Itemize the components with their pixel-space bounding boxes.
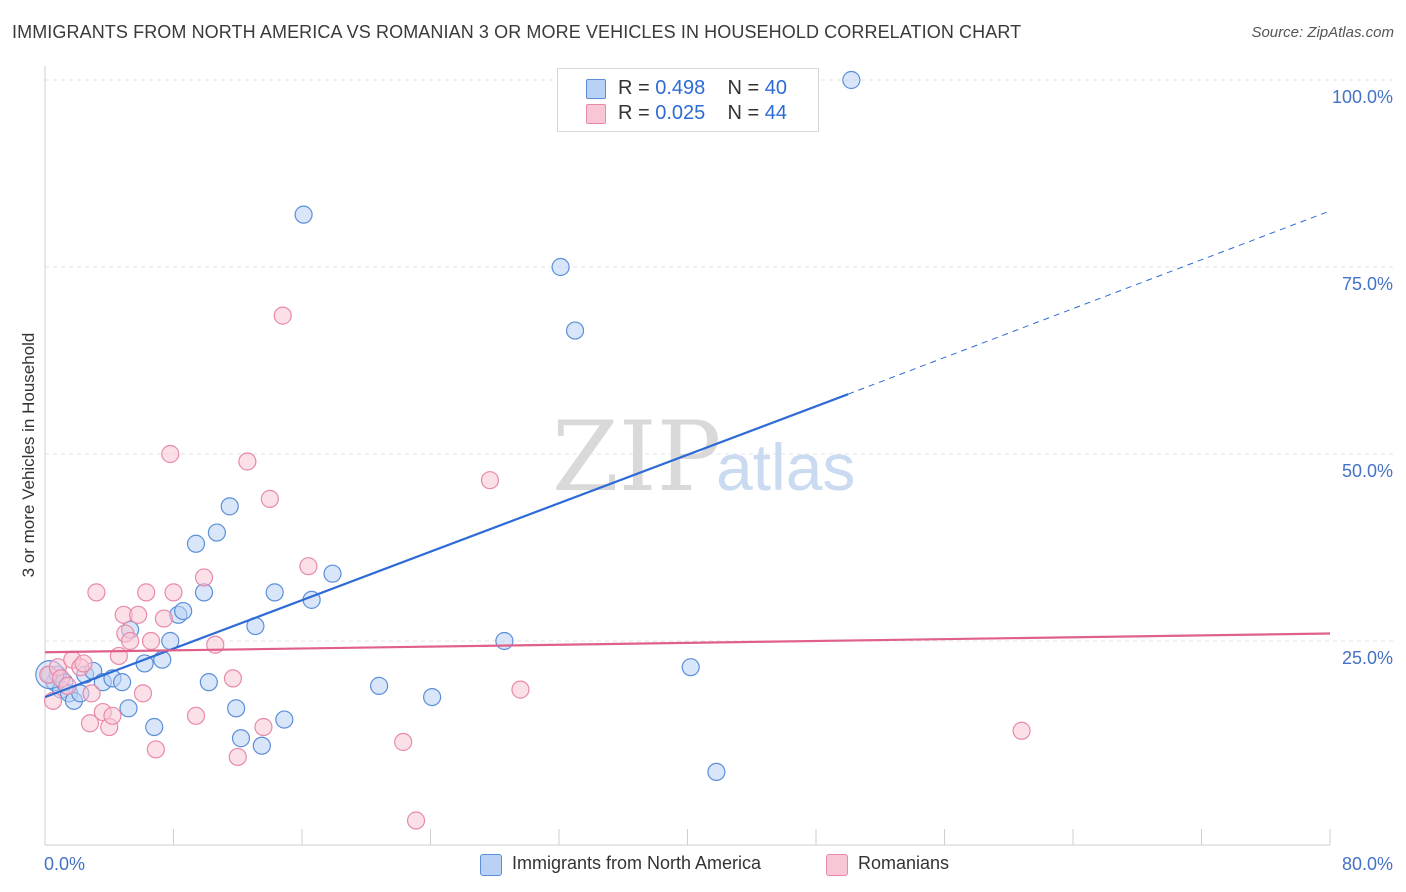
- data-point: [511, 680, 530, 699]
- data-point: [119, 699, 138, 718]
- legend-label-immigrants: Immigrants from North America: [512, 853, 762, 873]
- x-tick-label-max: 80.0%: [1342, 854, 1393, 874]
- legend-n-label: N =: [727, 102, 765, 124]
- y-tick-label: 100.0%: [1332, 87, 1393, 107]
- legend-label-romanians: Romanians: [858, 853, 950, 873]
- data-point: [323, 564, 342, 583]
- data-point: [161, 444, 180, 464]
- legend-n-value: 44: [764, 102, 788, 124]
- x-tick-label-min: 0.0%: [44, 854, 85, 874]
- data-point: [495, 631, 514, 651]
- data-point: [681, 658, 700, 677]
- data-point: [480, 471, 500, 490]
- chart-title: IMMIGRANTS FROM NORTH AMERICA VS ROMANIA…: [12, 22, 1022, 42]
- data-point: [137, 583, 156, 602]
- data-point: [406, 811, 426, 830]
- data-point: [141, 631, 161, 651]
- grid-lines: [45, 79, 1395, 642]
- data-point: [145, 717, 164, 737]
- data-point: [842, 70, 861, 90]
- legend-r-value: 0.498: [655, 77, 706, 99]
- data-point: [129, 605, 148, 624]
- source-label[interactable]: Source: ZipAtlas.com: [1251, 24, 1394, 41]
- data-point: [223, 669, 243, 688]
- data-point: [551, 257, 570, 277]
- data-point: [207, 523, 226, 542]
- data-point: [121, 631, 140, 651]
- data-point: [231, 729, 251, 748]
- y-tick-label: 25.0%: [1342, 648, 1393, 668]
- data-point: [394, 732, 413, 752]
- data-point: [103, 706, 122, 725]
- correlation-legend: R = 0.498 N = 40 R = 0.025 N = 44: [557, 68, 819, 132]
- data-point: [252, 736, 271, 755]
- y-tick-labels: 25.0% 50.0% 75.0% 100.0%: [1332, 87, 1393, 668]
- trend-line-immigrants: [44, 393, 849, 699]
- data-point: [254, 717, 273, 737]
- legend-swatch-immigrants: [480, 854, 502, 876]
- legend-r-label: R =: [618, 77, 656, 99]
- legend-n-label: N =: [727, 77, 765, 99]
- legend-r-value: 0.025: [655, 102, 706, 124]
- data-point: [265, 583, 284, 602]
- legend-swatch-immigrants: [586, 79, 606, 99]
- data-point: [112, 673, 132, 692]
- data-point: [80, 714, 100, 733]
- legend-swatch-romanians: [586, 104, 606, 124]
- data-point: [228, 747, 247, 767]
- data-point: [238, 452, 257, 471]
- watermark-atlas: atlas: [716, 430, 855, 504]
- trend-line-romanians: [44, 632, 1331, 654]
- data-point: [1012, 721, 1031, 740]
- legend-r-label: R =: [618, 102, 656, 124]
- series-romanians-points: [39, 306, 1031, 830]
- y-axis-label: 3 or more Vehicles in Household: [19, 333, 38, 578]
- data-point: [154, 609, 173, 628]
- data-point: [273, 306, 292, 325]
- legend-swatch-romanians: [826, 854, 848, 876]
- data-point: [565, 321, 585, 340]
- legend-n-value: 40: [764, 77, 788, 99]
- data-point: [174, 601, 193, 621]
- data-point: [186, 706, 206, 725]
- data-point: [227, 699, 246, 718]
- data-point: [294, 205, 313, 224]
- data-point: [423, 687, 442, 707]
- trend-lines: [44, 210, 1331, 699]
- data-point: [146, 740, 165, 759]
- data-point: [220, 497, 239, 516]
- data-point: [199, 673, 218, 692]
- x-tick-labels: 0.0% 80.0%: [44, 854, 1393, 874]
- data-point: [82, 684, 101, 703]
- data-point: [133, 684, 153, 703]
- y-tick-label: 75.0%: [1342, 274, 1393, 294]
- series-immigrants-points: [35, 70, 861, 782]
- data-point: [74, 654, 93, 673]
- watermark: ZIP atlas: [552, 401, 855, 513]
- data-point: [87, 583, 106, 602]
- data-point: [370, 676, 389, 695]
- trend-line-immigrants-projection: [847, 210, 1331, 395]
- data-point: [194, 568, 214, 587]
- y-tick-label: 50.0%: [1342, 461, 1393, 481]
- data-point: [299, 557, 318, 576]
- data-point: [260, 489, 279, 508]
- data-point: [707, 762, 726, 782]
- axes: [44, 66, 1331, 846]
- data-point: [275, 710, 294, 729]
- data-point: [164, 583, 183, 602]
- data-point: [186, 534, 206, 553]
